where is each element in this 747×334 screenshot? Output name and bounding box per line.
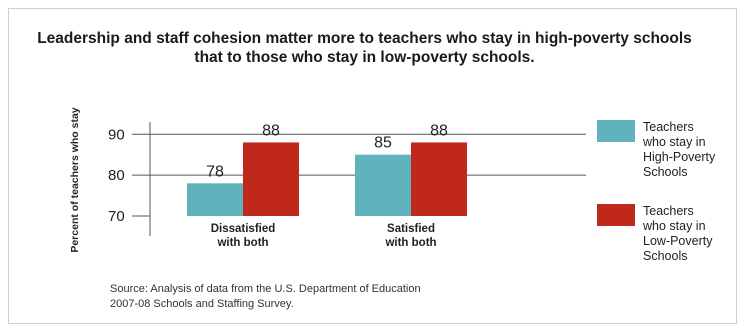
chart-title-line-2: that to those who stay in low-poverty sc… [194,49,535,66]
legend-swatch-1 [597,204,635,226]
bar-0-1 [243,142,299,216]
legend-label-1-3: Schools [643,249,687,263]
legend-label-0-3: Schools [643,165,687,179]
legend-label-0-0: Teachers [643,120,694,134]
y-axis-label: Percent of teachers who stay [69,107,81,252]
data-label-1-1: 88 [430,122,448,139]
data-label-0-1: 88 [262,122,280,139]
category-label-1-0: Satisfied [387,223,435,235]
data-label-0-0: 78 [206,163,224,180]
legend-label-1-1: who stay in [642,219,706,233]
legend-label-1-0: Teachers [643,204,694,218]
bar-0-0 [187,183,243,216]
category-label-0-1: with both [216,237,268,249]
legend-label-0-1: who stay in [642,135,706,149]
source-line-2: 2007-08 Schools and Staffing Survey. [110,298,294,310]
bar-1-1 [411,142,467,216]
y-tick-label-80: 80 [108,167,125,184]
legend-swatch-0 [597,120,635,142]
source-line-1: Source: Analysis of data from the U.S. D… [110,283,421,295]
y-tick-label-70: 70 [108,208,125,225]
bar-1-0 [355,154,411,216]
y-tick-label-90: 90 [108,126,125,143]
source-note: Source: Analysis of data from the U.S. D… [110,282,421,312]
chart-title: Leadership and staff cohesion matter mor… [0,29,729,67]
chart-title-line-1: Leadership and staff cohesion matter mor… [37,30,692,47]
category-label-0-0: Dissatisfied [211,223,276,235]
legend-label-1-2: Low-Poverty [643,234,713,248]
legend-label-0-2: High-Poverty [643,150,716,164]
data-label-1-0: 85 [374,135,392,152]
category-label-1-1: with both [384,237,436,249]
